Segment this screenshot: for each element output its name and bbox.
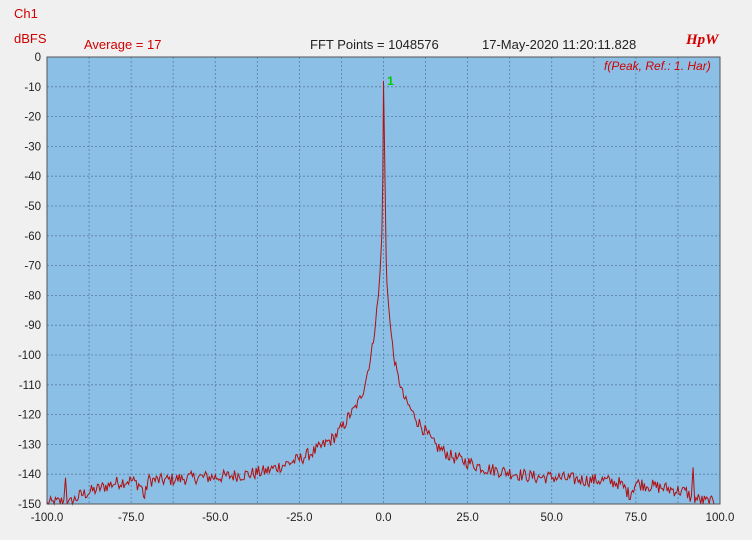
y-tick-label: -140 — [18, 469, 41, 481]
peak-ref-label: f(Peak, Ref.: 1. Har) — [604, 59, 711, 73]
spectrum-trace — [46, 80, 720, 506]
y-tick-label: -130 — [18, 439, 41, 451]
x-axis-ticks: -100.0 -75.0 -50.0 -25.0 0.0 25.0 50.0 75.0 100.… — [31, 512, 735, 524]
y-tick-label: -100 — [18, 350, 41, 362]
x-tick-label: -25.0 — [286, 512, 312, 524]
x-tick-label: -75.0 — [118, 512, 144, 524]
average-label: Average = 17 — [84, 37, 162, 52]
unit-label: dBFS — [14, 31, 47, 46]
y-tick-label: 0 — [35, 52, 41, 64]
y-tick-label: -70 — [24, 261, 41, 273]
x-tick-label: -50.0 — [202, 512, 228, 524]
y-tick-label: -120 — [18, 410, 41, 422]
y-tick-label: -150 — [18, 499, 41, 511]
y-tick-label: -40 — [24, 171, 41, 183]
y-tick-label: -50 — [24, 201, 41, 213]
x-tick-label: 75.0 — [625, 512, 647, 524]
channel-label: Ch1 — [14, 6, 38, 21]
y-axis-ticks: 0 -10 -20 -30 -40 -50 -60 -70 -80 -90 -100 -110 -120… — [18, 52, 41, 511]
peak-marker-label: 1 — [387, 74, 394, 88]
y-tick-label: -110 — [19, 380, 41, 392]
x-tick-label: -100.0 — [31, 512, 64, 524]
y-tick-label: -30 — [24, 141, 41, 153]
x-tick-label: 50.0 — [541, 512, 563, 524]
y-tick-label: -80 — [24, 290, 41, 302]
y-tick-label: -60 — [24, 231, 41, 243]
plot-frame — [46, 56, 721, 505]
y-tick-label: -90 — [24, 320, 41, 332]
x-tick-label: 25.0 — [456, 512, 478, 524]
fft-points-label: FFT Points = 1048576 — [310, 37, 439, 52]
x-tick-label: 100.0 — [706, 512, 735, 524]
y-tick-label: -20 — [24, 112, 41, 124]
x-tick-label: 0.0 — [376, 512, 392, 524]
timestamp-label: 17-May-2020 11:20:11.828 — [482, 37, 637, 52]
y-tick-label: -10 — [24, 82, 41, 94]
brand-logo: HpW — [686, 32, 719, 48]
